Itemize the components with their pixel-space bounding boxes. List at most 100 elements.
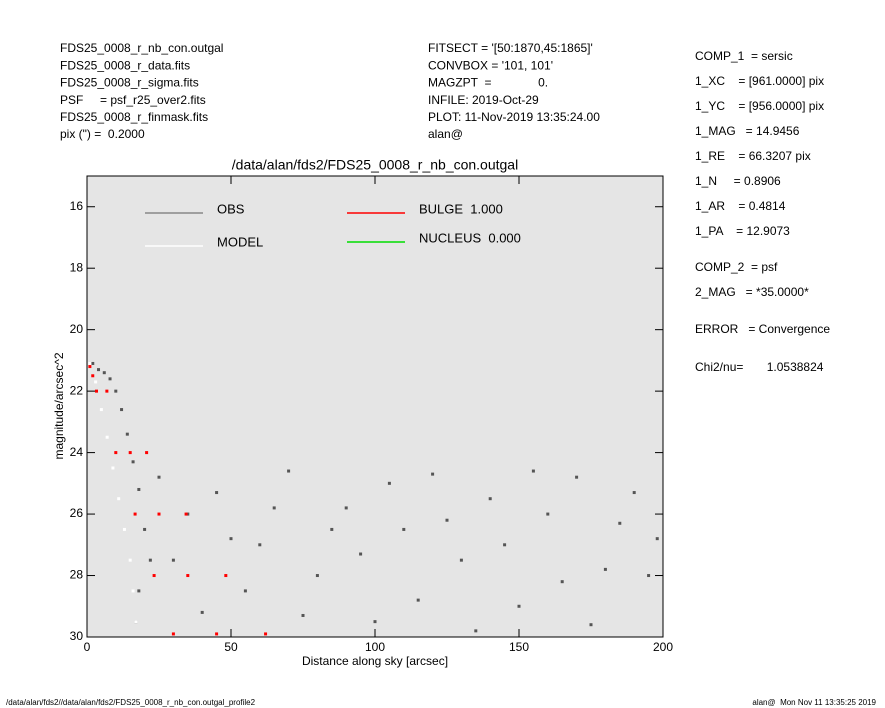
data-point bbox=[445, 518, 449, 522]
y-tick-label: 16 bbox=[70, 199, 84, 213]
data-point bbox=[287, 469, 291, 473]
data-point bbox=[575, 475, 579, 479]
data-point bbox=[186, 512, 190, 516]
data-point bbox=[301, 613, 305, 617]
data-point bbox=[171, 632, 175, 636]
data-point bbox=[258, 543, 262, 547]
data-point bbox=[603, 567, 607, 571]
data-point bbox=[264, 632, 268, 636]
data-point bbox=[330, 527, 334, 531]
data-point bbox=[137, 589, 141, 593]
header-right-line: 1_YC = [956.0000] pix bbox=[695, 99, 824, 113]
data-point bbox=[560, 580, 564, 584]
header-right-line: 1_RE = 66.3207 pix bbox=[695, 149, 811, 163]
data-point bbox=[459, 558, 463, 562]
data-point bbox=[105, 435, 109, 439]
data-point bbox=[108, 377, 112, 381]
header-left-line: PSF = psf_r25_over2.fits bbox=[60, 93, 206, 107]
footer-right: alan@ Mon Nov 11 13:35:25 2019 bbox=[752, 698, 876, 707]
y-tick-label: 18 bbox=[70, 260, 84, 274]
data-point bbox=[647, 574, 651, 578]
data-point bbox=[402, 527, 406, 531]
chart-title: /data/alan/fds2/FDS25_0008_r_nb_con.outg… bbox=[232, 157, 518, 173]
data-point bbox=[387, 481, 391, 485]
header-middle-line: PLOT: 11-Nov-2019 13:35:24.00 bbox=[428, 110, 600, 124]
data-point bbox=[200, 610, 204, 614]
footer-left: /data/alan/fds2//data/alan/fds2/FDS25_00… bbox=[6, 698, 256, 707]
data-point bbox=[359, 552, 363, 556]
data-point bbox=[117, 497, 121, 501]
data-point bbox=[122, 527, 126, 531]
data-point bbox=[416, 598, 420, 602]
data-point bbox=[128, 558, 132, 562]
data-point bbox=[184, 512, 188, 516]
data-point bbox=[133, 512, 137, 516]
x-tick-label: 100 bbox=[365, 640, 385, 654]
header-right-line: 1_N = 0.8906 bbox=[695, 174, 781, 188]
x-tick-label: 200 bbox=[653, 640, 673, 654]
data-point bbox=[125, 432, 129, 436]
header-right-line: COMP_1 = sersic bbox=[695, 49, 793, 63]
legend-label: MODEL bbox=[217, 234, 263, 249]
data-point bbox=[589, 623, 593, 627]
data-point bbox=[143, 527, 147, 531]
data-point bbox=[120, 408, 124, 412]
data-point bbox=[102, 371, 106, 375]
data-point bbox=[229, 537, 233, 541]
data-point bbox=[517, 604, 521, 608]
header-middle-line: INFILE: 2019-Oct-29 bbox=[428, 93, 539, 107]
data-point bbox=[224, 574, 228, 578]
data-point bbox=[157, 512, 161, 516]
header-middle-line: MAGZPT = 0. bbox=[428, 76, 548, 90]
data-point bbox=[315, 574, 319, 578]
data-point bbox=[137, 487, 141, 491]
header-left-line: FDS25_0008_r_data.fits bbox=[60, 58, 190, 72]
data-point bbox=[88, 365, 92, 369]
data-point bbox=[114, 451, 118, 455]
data-point bbox=[97, 368, 101, 372]
data-point bbox=[91, 374, 95, 378]
y-tick-label: 30 bbox=[70, 629, 84, 643]
data-point bbox=[272, 506, 276, 510]
header-middle-line: FITSECT = '[50:1870,45:1865]' bbox=[428, 41, 593, 55]
data-point bbox=[186, 574, 190, 578]
y-tick-label: 26 bbox=[70, 506, 84, 520]
header-right-line: Chi2/nu= 1.0538824 bbox=[695, 360, 824, 374]
data-point bbox=[431, 472, 435, 476]
legend-label: OBS bbox=[217, 201, 245, 216]
data-point bbox=[531, 469, 535, 473]
data-point bbox=[95, 389, 99, 393]
data-point bbox=[111, 466, 115, 470]
x-tick-label: 150 bbox=[509, 640, 529, 654]
data-point bbox=[546, 512, 550, 516]
legend-label: BULGE 1.000 bbox=[419, 201, 503, 216]
data-point bbox=[215, 632, 219, 636]
header-right-line: ERROR = Convergence bbox=[695, 322, 830, 336]
data-point bbox=[618, 521, 622, 525]
data-point bbox=[88, 361, 92, 365]
data-point bbox=[134, 620, 138, 624]
data-point bbox=[99, 408, 103, 412]
data-point bbox=[145, 451, 149, 455]
x-axis-label: Distance along sky [arcsec] bbox=[302, 654, 448, 668]
data-point bbox=[94, 380, 98, 384]
header-right-line: 1_MAG = 14.9456 bbox=[695, 124, 800, 138]
legend-label: NUCLEUS 0.000 bbox=[419, 230, 521, 245]
y-tick-label: 20 bbox=[70, 322, 84, 336]
data-point bbox=[114, 389, 118, 393]
data-point bbox=[632, 491, 636, 495]
data-point bbox=[474, 629, 478, 633]
data-point bbox=[148, 558, 152, 562]
y-tick-label: 24 bbox=[70, 445, 84, 459]
data-point bbox=[655, 537, 659, 541]
data-point bbox=[157, 475, 161, 479]
x-tick-label: 0 bbox=[84, 640, 91, 654]
header-middle-line: alan@ bbox=[428, 127, 463, 141]
data-point bbox=[215, 491, 219, 495]
header-left-line: FDS25_0008_r_finmask.fits bbox=[60, 110, 208, 124]
header-right-line: COMP_2 = psf bbox=[695, 260, 778, 274]
header-right-line: 1_PA = 12.9073 bbox=[695, 224, 790, 238]
y-axis-label: magnitude/arcsec^2 bbox=[52, 352, 66, 459]
header-left-line: FDS25_0008_r_sigma.fits bbox=[60, 76, 199, 90]
